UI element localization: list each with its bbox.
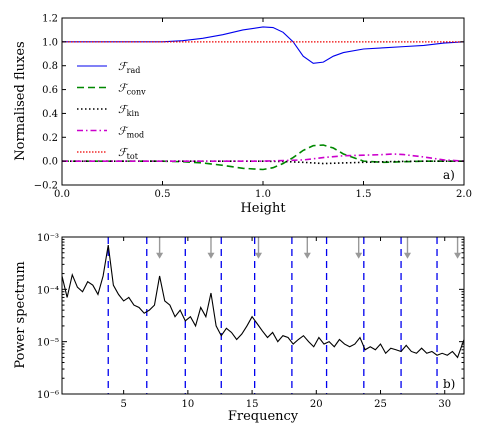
panel-b-plot-area: [61, 236, 465, 394]
power-spectrum-line: [61, 245, 465, 359]
series-kin-line: [62, 160, 464, 165]
legend-entry-rad: ℱrad: [118, 60, 140, 75]
panel-b: 5 10 15 20 25 30 10⁻³ 10⁻⁴ 10⁻⁵ 10⁻⁶ Frequency Po…: [13, 233, 465, 424]
a-x-tick-label: 1.0: [255, 189, 271, 200]
panel-a-frame: [61, 17, 465, 186]
b-y-tick-label: 10⁻⁴: [37, 285, 59, 296]
a-y-tick-label: 0.8: [42, 61, 58, 72]
a-y-tick-label: 1.2: [42, 14, 58, 25]
arrow-head: [156, 252, 164, 259]
a-y-tick-label: 0.6: [42, 85, 58, 96]
arrow-head: [403, 252, 411, 259]
panel-a-legend: ℱrad ℱconv ℱkin ℱmod ℱtot: [77, 60, 146, 161]
panel-a-xlabel: Height: [240, 201, 286, 216]
legend-entry-kin: ℱkin: [118, 103, 139, 118]
series-rad-line: [62, 26, 465, 64]
panel-b-frame: [61, 236, 465, 395]
b-y-tick-label: 10⁻³: [37, 233, 59, 244]
panel-a-label: a): [443, 168, 455, 182]
series-conv-line: [62, 144, 464, 171]
b-x-tick-label: 15: [246, 399, 259, 410]
panel-a-ticks: 0.0 0.5 1.0 1.5 2.0−0.20.00.20.40.60.81.01.2: [34, 14, 472, 201]
b-x-tick-label: 30: [438, 399, 451, 410]
panel-b-xlabel: Frequency: [228, 409, 299, 424]
panel-b-label: b): [443, 377, 455, 391]
a-y-tick-label: 0.0: [42, 157, 58, 168]
b-y-tick-label: 10⁻⁵: [37, 338, 59, 349]
legend-entry-conv: ℱconv: [118, 82, 146, 97]
a-x-tick-label: 1.5: [356, 189, 372, 200]
arrow-head: [207, 252, 215, 259]
a-y-tick-label: 1.0: [42, 37, 58, 48]
panel-b-ticks: 5 10 15 20 25 30 10⁻³ 10⁻⁴ 10⁻⁵ 10⁻⁶: [37, 233, 464, 410]
panel-a-plot-area: [62, 26, 465, 171]
a-x-tick-label: 0.5: [155, 189, 171, 200]
b-x-tick-label: 5: [120, 399, 126, 410]
a-y-tick-label: 0.4: [42, 109, 58, 120]
a-x-tick-label: 0.0: [54, 189, 70, 200]
panel-a: 0.0 0.5 1.0 1.5 2.0−0.20.00.20.40.60.81.01.2…: [13, 14, 472, 217]
arrow-head: [303, 252, 311, 259]
a-y-tick-label: −0.2: [34, 181, 58, 192]
a-y-tick-label: 0.2: [42, 133, 58, 144]
b-x-tick-label: 10: [181, 399, 194, 410]
b-x-tick-label: 20: [310, 399, 323, 410]
series-mod-line: [62, 153, 465, 162]
arrow-head: [454, 252, 462, 259]
b-x-tick-label: 25: [374, 399, 387, 410]
legend-entry-mod: ℱmod: [118, 125, 144, 140]
legend-entry-tot: ℱtot: [118, 146, 139, 161]
panel-a-ylabel: Normalised fluxes: [13, 41, 28, 160]
arrow-head: [255, 252, 263, 259]
a-x-tick-label: 2.0: [456, 189, 472, 200]
b-y-tick-label: 10⁻⁶: [37, 390, 59, 401]
arrow-head: [355, 252, 363, 259]
panel-b-ylabel: Power spectrum: [13, 261, 28, 368]
